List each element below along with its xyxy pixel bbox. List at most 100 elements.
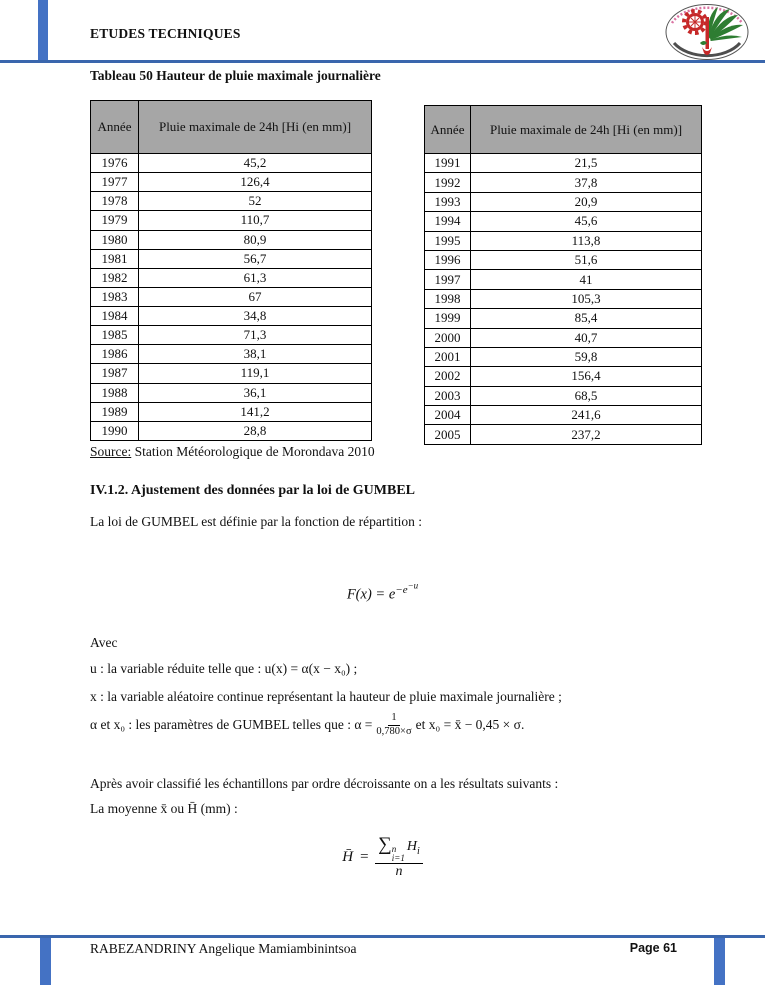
sum-variable: H (406, 839, 417, 854)
source-line: Source: Station Météorologique de Morond… (90, 444, 375, 460)
table-row: 1990 28,8 (90, 420, 372, 442)
year-column-header: Année (90, 100, 139, 154)
table-row: 2001 59,8 (424, 346, 702, 368)
definition-alpha: α et x₀ : les paramètres de GUMBEL telle… (90, 712, 524, 738)
rain-value-cell: 241,6 (470, 405, 702, 426)
year-cell: 1986 (90, 344, 139, 365)
table-row: 1993 20,9 (424, 191, 702, 213)
footer-author: RABEZANDRINY Angelique Mamiambinintsoa (90, 941, 357, 956)
footer-rule (0, 935, 765, 938)
classification-note: Après avoir classifié les échantillons p… (90, 776, 559, 791)
table-row: 2003 68,5 (424, 385, 702, 407)
year-column-header: Année (424, 105, 471, 154)
year-cell: 1985 (90, 325, 139, 346)
year-cell: 1979 (90, 210, 139, 231)
table-row: 2005 237,2 (424, 424, 702, 445)
formula-inner-exponent: −u (407, 580, 419, 590)
rain-value-cell: 45,6 (470, 211, 702, 232)
rain-value-cell: 126,4 (138, 172, 372, 193)
rain-value-cell: 80,9 (138, 229, 372, 250)
year-cell: 1982 (90, 267, 139, 288)
rain-value-cell: 110,7 (138, 210, 372, 231)
top-left-accent-bar (38, 0, 48, 61)
table-row: 1996 51,6 (424, 249, 702, 271)
rain-value-cell: 85,4 (470, 308, 702, 329)
table-row: 1987 119,1 (90, 363, 372, 384)
sigma-symbol: ∑ (378, 834, 392, 855)
rain-value-cell: 119,1 (138, 363, 372, 384)
bottom-left-accent-bar (40, 938, 51, 985)
rain-value-cell: 51,6 (470, 249, 702, 271)
footer-page-number: Page 61 (629, 941, 677, 955)
rain-value-cell: 68,5 (470, 385, 702, 407)
year-cell: 1996 (424, 249, 471, 271)
x0-def-text: et x₀ = x̄ − 0,45 × σ. (415, 717, 525, 733)
section-intro: La loi de GUMBEL est définie par la fonc… (90, 514, 423, 529)
section-heading: IV.1.2. Ajustement des données par la lo… (90, 483, 416, 498)
table-row: 1980 80,9 (90, 229, 372, 250)
rain-value-cell: 21,5 (470, 152, 702, 174)
year-cell: 1984 (90, 305, 139, 327)
palm-leaves-icon (707, 7, 743, 41)
table-row: 1988 36,1 (90, 382, 372, 403)
table-row: 1978 52 (90, 191, 372, 212)
table-row: 1995 113,8 (424, 230, 702, 251)
year-cell: 2004 (424, 405, 471, 426)
rain-value-cell: 113,8 (470, 230, 702, 251)
mean-label: La moyenne x̄ ou H̄ (mm) : (90, 801, 238, 816)
year-cell: 1987 (90, 363, 139, 384)
table-row: 2004 241,6 (424, 405, 702, 426)
year-cell: 1991 (424, 152, 471, 174)
bottom-right-accent-bar (714, 938, 725, 985)
rain-value-cell: 56,7 (138, 248, 372, 269)
table-row: 2000 40,7 (424, 327, 702, 348)
year-cell: 2000 (424, 327, 471, 348)
fraction-denominator: n (395, 864, 403, 879)
year-cell: 2005 (424, 424, 471, 445)
table-row: 1983 67 (90, 286, 372, 308)
table-row: 1998 105,3 (424, 288, 702, 310)
year-cell: 1976 (90, 152, 139, 174)
year-cell: 1999 (424, 308, 471, 329)
rain-value-cell: 61,3 (138, 267, 372, 288)
year-cell: 1997 (424, 269, 471, 290)
year-cell: 2002 (424, 366, 471, 387)
fraction-numerator: 1 (388, 712, 400, 726)
formula-base: e (388, 586, 396, 603)
year-cell: 1998 (424, 288, 471, 310)
avec-label: Avec (90, 635, 118, 650)
mean-fraction: ∑ n i=1 Hi n (375, 834, 423, 880)
source-label: Source: (90, 444, 132, 459)
table-row: 1985 71,3 (90, 325, 372, 346)
source-text: Station Météorologique de Morondava 2010 (131, 444, 375, 459)
definition-x: x : la variable aléatoire continue repré… (90, 689, 562, 704)
table-row: 2002 156,4 (424, 366, 702, 387)
table-row: 1979 110,7 (90, 210, 372, 231)
table-row: 1992 37,8 (424, 172, 702, 193)
rain-value-cell: 41 (470, 269, 702, 290)
sum-variable-index: i (416, 845, 420, 857)
year-cell: 1983 (90, 286, 139, 308)
rain-value-cell: 38,1 (138, 344, 372, 365)
rain-value-cell: 52 (138, 191, 372, 212)
rain-value-cell: 20,9 (470, 191, 702, 213)
year-cell: 1978 (90, 191, 139, 212)
equals-sign: = (359, 848, 370, 865)
year-cell: 2003 (424, 385, 471, 407)
sum-lower-limit: i=1 (391, 853, 405, 863)
sum-upper-limit: n (391, 844, 397, 854)
table-row: 1997 41 (424, 269, 702, 290)
rain-value-cell: 237,2 (470, 424, 702, 445)
table-row: 1986 38,1 (90, 344, 372, 365)
table-row: 1977 126,4 (90, 172, 372, 193)
formula-exponent: −e (395, 583, 408, 596)
rain-value-cell: 36,1 (138, 382, 372, 403)
rain-value-cell: 40,7 (470, 327, 702, 348)
definition-u: u : la variable réduite telle que : u(x)… (90, 661, 358, 676)
table-header-row: Année Pluie maximale de 24h [Hi (en mm)] (90, 100, 372, 154)
table-row: 1989 141,2 (90, 401, 372, 422)
mean-lhs: H̄ (342, 848, 354, 865)
year-cell: 1980 (90, 229, 139, 250)
year-cell: 2001 (424, 346, 471, 368)
